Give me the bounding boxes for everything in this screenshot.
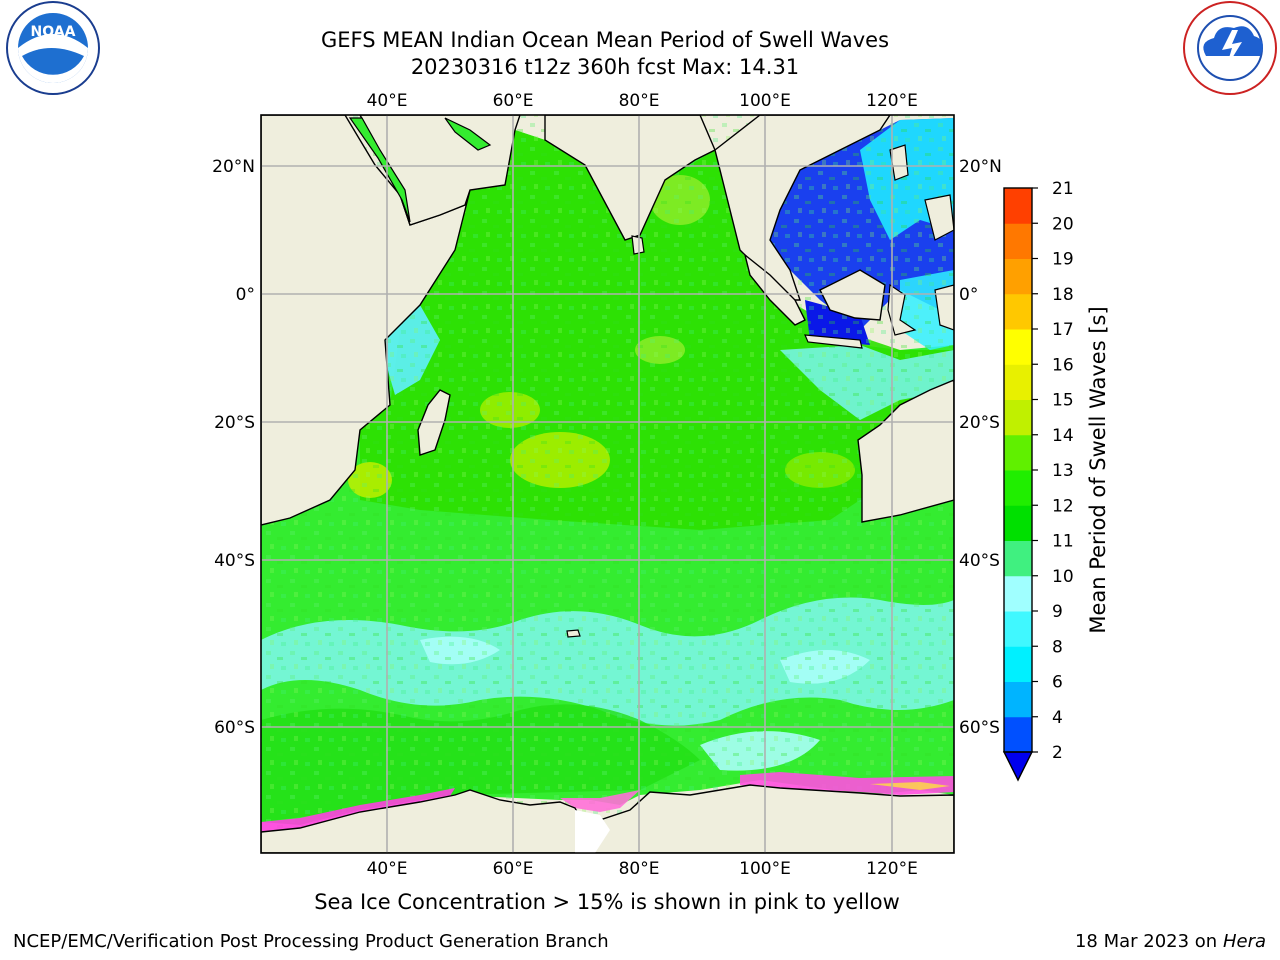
sea-ice-note: Sea Ice Concentration > 15% is shown in …	[314, 890, 900, 914]
colorbar-segment	[1004, 364, 1032, 400]
lon-label-top: 80°E	[619, 91, 660, 111]
colorbar-tick-label: 13	[1052, 461, 1074, 481]
colorbar-tick-label: 20	[1052, 214, 1074, 234]
colorbar-segment	[1004, 470, 1032, 506]
colorbar-segment	[1004, 188, 1032, 224]
colorbar-segment	[1004, 329, 1032, 365]
colorbar-segment	[1004, 716, 1032, 753]
lon-label-bottom: 80°E	[619, 859, 660, 879]
colorbar: 2 4 6 8 9 10 11 12 13 14 15 16 17 18 19 20 21	[1002, 179, 1074, 782]
colorbar-tick-label: 12	[1052, 496, 1074, 516]
lat-label-left: 0°	[236, 285, 255, 305]
colorbar-tick-label: 10	[1052, 567, 1074, 587]
map-frame	[260, 114, 955, 854]
lat-label-left: 20°S	[214, 413, 255, 433]
lon-label-bottom: 40°E	[367, 859, 408, 879]
footer-date-text: 18 Mar 2023 on	[1074, 931, 1218, 952]
colorbar-segment	[1004, 611, 1032, 647]
colorbar-tick-label: 14	[1052, 426, 1074, 446]
lon-label-top: 120°E	[866, 91, 918, 111]
colorbar-segment	[1004, 505, 1032, 541]
colorbar-segment	[1004, 681, 1032, 718]
chart-subtitle: 20230316 t12z 360h fcst Max: 14.31	[410, 55, 800, 79]
colorbar-title: Mean Period of Swell Waves [s]	[1086, 306, 1110, 633]
colorbar-tick-label: 19	[1052, 250, 1074, 270]
colorbar-tick-label: 17	[1052, 320, 1074, 340]
nws-logo	[1183, 1, 1277, 95]
lat-label-right: 20°N	[959, 157, 1002, 177]
colorbar-segment	[1004, 575, 1032, 612]
colorbar-tick-label: 9	[1052, 602, 1063, 622]
noaa-logo: NOAA	[6, 1, 100, 95]
lat-label-left: 20°N	[212, 157, 255, 177]
colorbar-tick-label: 6	[1052, 673, 1063, 693]
colorbar-segment	[1004, 258, 1032, 295]
lon-label-top: 100°E	[739, 91, 791, 111]
footer-date: 18 Mar 2023 on Hera	[1075, 931, 1266, 952]
colorbar-tick-label: 21	[1052, 179, 1074, 199]
graticule	[261, 115, 954, 853]
colorbar-tick-label: 8	[1052, 637, 1063, 657]
colorbar-segment	[1004, 646, 1032, 682]
colorbar-tick-label: 18	[1052, 285, 1074, 305]
footer-machine: Hera	[1222, 931, 1266, 952]
lat-label-left: 60°S	[214, 718, 255, 738]
colorbar-tick-label: 16	[1052, 355, 1074, 375]
map-area: 40°E 60°E 80°E 100°E 120°E 40°E 60°E 80°…	[212, 91, 1002, 879]
lon-label-bottom: 100°E	[739, 859, 791, 879]
lon-label-bottom: 120°E	[866, 859, 918, 879]
lat-label-left: 40°S	[214, 551, 255, 571]
footer-credit: NCEP/EMC/Verification Post Processing Pr…	[13, 931, 609, 952]
colorbar-tick-label: 2	[1052, 743, 1063, 763]
lat-label-right: 0°	[959, 285, 978, 305]
chart-title: GEFS MEAN Indian Ocean Mean Period of Sw…	[320, 28, 890, 52]
colorbar-tick-label: 15	[1052, 391, 1074, 411]
colorbar-tick-label: 4	[1052, 708, 1063, 728]
lat-label-right: 20°S	[959, 413, 1000, 433]
lon-label-top: 60°E	[493, 91, 534, 111]
colorbar-segment	[1004, 293, 1032, 330]
noaa-logo-text: NOAA	[31, 24, 76, 40]
lat-label-right: 40°S	[959, 551, 1000, 571]
colorbar-segment	[1004, 540, 1032, 577]
colorbar-segment	[1004, 223, 1032, 259]
colorbar-under-arrow	[1002, 751, 1034, 782]
colorbar-segment	[1004, 434, 1032, 471]
lon-label-top: 40°E	[367, 91, 408, 111]
colorbar-segment	[1004, 399, 1032, 436]
colorbar-tick-label: 11	[1052, 532, 1074, 552]
lat-label-right: 60°S	[959, 718, 1000, 738]
lon-label-bottom: 60°E	[493, 859, 534, 879]
